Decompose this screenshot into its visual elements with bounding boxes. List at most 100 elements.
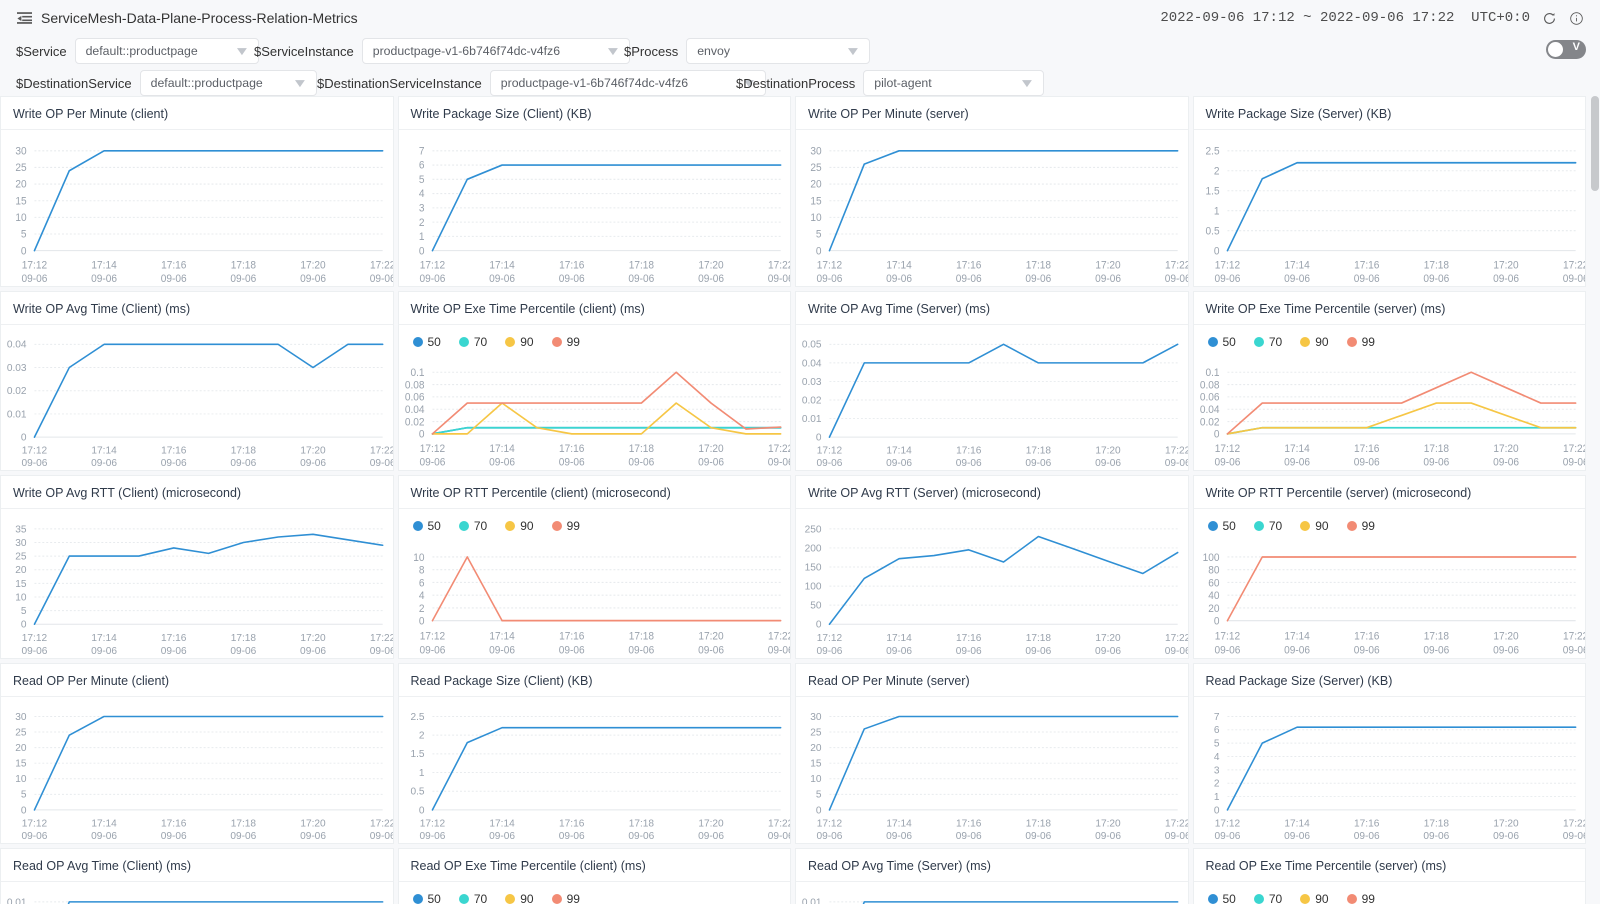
- svg-text:0.5: 0.5: [1205, 226, 1219, 237]
- svg-text:17:20: 17:20: [1095, 818, 1121, 829]
- svg-text:09-06: 09-06: [698, 456, 724, 468]
- svg-text:17:18: 17:18: [1423, 260, 1449, 271]
- svg-text:25: 25: [15, 552, 27, 563]
- svg-text:15: 15: [15, 196, 26, 207]
- svg-text:09-06: 09-06: [230, 274, 256, 285]
- svg-text:17:12: 17:12: [419, 818, 445, 829]
- svg-text:09-06: 09-06: [1284, 274, 1310, 285]
- svg-text:17:18: 17:18: [231, 446, 257, 457]
- svg-text:09-06: 09-06: [1423, 831, 1449, 842]
- svg-text:0.02: 0.02: [7, 386, 27, 397]
- svg-text:09-06: 09-06: [558, 831, 584, 842]
- svg-text:6: 6: [1213, 725, 1219, 736]
- svg-text:09-06: 09-06: [698, 274, 724, 285]
- svg-text:17:18: 17:18: [231, 260, 257, 271]
- svg-text:09-06: 09-06: [1423, 456, 1449, 468]
- svg-text:17:12: 17:12: [419, 260, 445, 271]
- svg-text:17:16: 17:16: [161, 260, 187, 271]
- svg-text:09-06: 09-06: [230, 646, 256, 657]
- svg-text:10: 10: [413, 551, 424, 564]
- svg-text:09-06: 09-06: [1493, 274, 1519, 285]
- svg-text:09-06: 09-06: [817, 458, 843, 469]
- svg-text:17:18: 17:18: [628, 260, 654, 271]
- svg-text:09-06: 09-06: [419, 456, 445, 468]
- svg-text:17:18: 17:18: [628, 818, 654, 829]
- svg-text:09-06: 09-06: [370, 458, 393, 469]
- svg-text:17:16: 17:16: [559, 630, 584, 643]
- svg-text:17:14: 17:14: [489, 818, 515, 829]
- svg-text:09-06: 09-06: [419, 274, 445, 285]
- svg-text:17:16: 17:16: [956, 446, 982, 457]
- svg-text:3: 3: [1213, 765, 1219, 776]
- svg-text:15: 15: [810, 196, 821, 207]
- svg-text:17:22: 17:22: [1165, 446, 1188, 457]
- svg-text:17:22: 17:22: [370, 260, 392, 271]
- svg-text:40: 40: [1208, 590, 1219, 603]
- svg-text:17:16: 17:16: [1354, 443, 1379, 455]
- svg-text:09-06: 09-06: [1423, 274, 1449, 285]
- svg-text:17:14: 17:14: [91, 260, 117, 271]
- svg-text:09-06: 09-06: [698, 644, 724, 657]
- svg-text:8: 8: [418, 564, 424, 577]
- svg-text:09-06: 09-06: [767, 274, 790, 285]
- svg-text:3: 3: [418, 203, 424, 214]
- svg-text:17:18: 17:18: [231, 633, 257, 644]
- svg-text:09-06: 09-06: [1562, 456, 1585, 468]
- svg-text:17:16: 17:16: [1354, 630, 1379, 643]
- svg-text:09-06: 09-06: [489, 644, 515, 657]
- svg-text:25: 25: [810, 727, 822, 738]
- svg-text:17:14: 17:14: [489, 260, 515, 271]
- svg-text:17:20: 17:20: [1493, 818, 1519, 829]
- svg-text:1: 1: [1213, 792, 1219, 803]
- svg-text:17:12: 17:12: [817, 818, 843, 829]
- svg-text:0: 0: [21, 433, 27, 444]
- svg-text:17:18: 17:18: [231, 818, 257, 829]
- svg-text:09-06: 09-06: [886, 458, 912, 469]
- svg-text:09-06: 09-06: [817, 274, 843, 285]
- svg-text:09-06: 09-06: [1284, 456, 1310, 468]
- svg-text:09-06: 09-06: [1165, 458, 1188, 469]
- svg-text:17:14: 17:14: [91, 633, 117, 644]
- svg-text:09-06: 09-06: [1025, 831, 1051, 842]
- svg-text:17:14: 17:14: [91, 446, 117, 457]
- svg-text:0.5: 0.5: [410, 787, 424, 798]
- svg-text:250: 250: [805, 524, 822, 535]
- svg-text:0.05: 0.05: [802, 340, 822, 351]
- svg-text:0: 0: [418, 615, 424, 628]
- svg-text:10: 10: [810, 213, 821, 224]
- svg-text:5: 5: [21, 790, 27, 801]
- svg-text:09-06: 09-06: [558, 274, 584, 285]
- svg-text:17:16: 17:16: [161, 446, 187, 457]
- svg-text:09-06: 09-06: [1095, 646, 1121, 657]
- svg-text:20: 20: [810, 743, 822, 754]
- svg-text:09-06: 09-06: [1353, 274, 1379, 285]
- svg-text:17:16: 17:16: [559, 818, 585, 829]
- svg-text:17:22: 17:22: [370, 818, 392, 829]
- svg-text:09-06: 09-06: [1025, 646, 1051, 657]
- svg-text:30: 30: [810, 146, 821, 157]
- svg-text:15: 15: [810, 759, 822, 770]
- svg-text:60: 60: [1208, 577, 1219, 590]
- svg-text:0: 0: [1213, 428, 1219, 440]
- svg-text:09-06: 09-06: [489, 456, 515, 468]
- svg-text:5: 5: [418, 175, 424, 186]
- svg-text:0.04: 0.04: [404, 404, 424, 416]
- svg-text:17:20: 17:20: [1493, 443, 1518, 455]
- svg-text:20: 20: [15, 180, 26, 191]
- svg-text:10: 10: [15, 592, 27, 603]
- svg-text:09-06: 09-06: [1025, 274, 1051, 285]
- svg-text:09-06: 09-06: [1284, 831, 1310, 842]
- svg-text:09-06: 09-06: [628, 274, 654, 285]
- svg-text:17:18: 17:18: [1026, 818, 1052, 829]
- svg-text:09-06: 09-06: [419, 831, 445, 842]
- svg-text:5: 5: [21, 229, 27, 240]
- svg-text:30: 30: [15, 538, 27, 549]
- svg-text:2: 2: [418, 218, 424, 229]
- svg-text:09-06: 09-06: [1165, 646, 1188, 657]
- svg-text:17:14: 17:14: [91, 818, 117, 829]
- svg-text:09-06: 09-06: [956, 646, 982, 657]
- svg-text:0.06: 0.06: [404, 391, 424, 403]
- svg-text:10: 10: [15, 774, 27, 785]
- svg-text:0.08: 0.08: [404, 379, 424, 391]
- svg-text:17:16: 17:16: [161, 818, 187, 829]
